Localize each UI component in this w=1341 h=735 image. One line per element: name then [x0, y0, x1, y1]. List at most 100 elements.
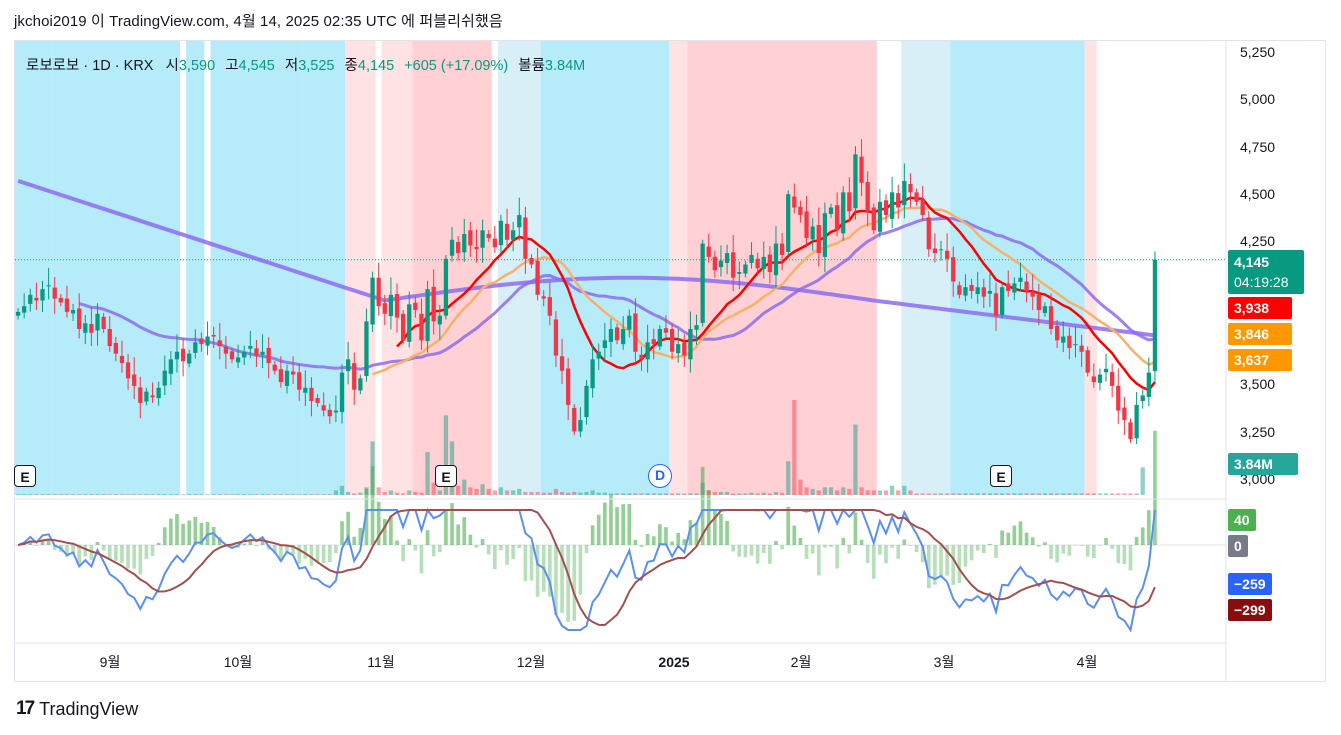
- earnings-event-icon[interactable]: E: [435, 465, 457, 487]
- macd-histogram-bar: [327, 545, 332, 562]
- macd-histogram-bar: [1079, 545, 1084, 546]
- candle-body: [327, 409, 332, 417]
- candle-body: [101, 316, 106, 329]
- candle-body: [77, 308, 82, 329]
- candle-body: [394, 294, 400, 318]
- macd-histogram-bar: [413, 545, 418, 551]
- macd-histogram-bar: [706, 490, 711, 545]
- macd-histogram-bar: [101, 545, 106, 551]
- candle-body: [559, 356, 565, 371]
- macd-histogram-bar: [1104, 537, 1108, 545]
- macd-hist-badge: 40: [1228, 509, 1256, 531]
- candle-body: [602, 340, 607, 348]
- macd-histogram-bar: [52, 545, 57, 551]
- macd-histogram-bar: [450, 503, 454, 545]
- candle-body: [95, 313, 100, 331]
- volume-bar: [327, 494, 332, 495]
- volume-bar: [816, 490, 821, 495]
- volume-bar: [119, 494, 125, 495]
- volume-bar: [767, 493, 773, 495]
- candle-body: [315, 398, 320, 403]
- volume-bar: [431, 482, 436, 495]
- macd-histogram-bar: [480, 538, 485, 545]
- volume-bar: [1036, 493, 1041, 495]
- time-tick-label: 2월: [791, 654, 812, 670]
- volume-bar: [1085, 493, 1090, 495]
- volume-bar: [1116, 493, 1121, 495]
- candle-body: [180, 348, 186, 362]
- symbol-name: 로보로보 · 1D · KRX: [26, 58, 154, 74]
- price-tick-label: 3,500: [1240, 376, 1275, 392]
- volume-bar: [352, 493, 357, 495]
- macd-histogram-bar: [1085, 545, 1090, 557]
- candle-body: [932, 248, 938, 254]
- volume-bar: [46, 494, 51, 495]
- volume-bar: [1134, 493, 1139, 495]
- volume-bar: [908, 490, 913, 495]
- countdown-value: 04:19:28: [1234, 274, 1289, 290]
- candle-body: [1030, 291, 1035, 297]
- volume-bar: [315, 494, 320, 495]
- earnings-event-icon[interactable]: E: [14, 465, 36, 487]
- tradingview-logo-icon: 17: [16, 698, 35, 719]
- macd-histogram-bar: [315, 545, 320, 563]
- candle-body: [767, 254, 773, 273]
- candle-body: [676, 344, 681, 354]
- brand-name: TradingView: [39, 698, 139, 719]
- volume-bar: [260, 494, 265, 495]
- volume-bar: [645, 493, 650, 495]
- ma-short-line: [372, 206, 1156, 376]
- volume-bar: [107, 494, 112, 495]
- low-value: 3,525: [298, 58, 335, 74]
- volume-bar: [28, 494, 33, 495]
- time-tick-label: 9월: [100, 654, 121, 670]
- background-band: [412, 41, 492, 495]
- candle-body: [712, 256, 717, 271]
- candle-body: [724, 253, 730, 263]
- macd-histogram-bar: [46, 539, 51, 545]
- candle-body: [883, 200, 889, 216]
- candle-body: [468, 230, 473, 246]
- volume-bar: [957, 493, 962, 495]
- macd-histogram-bar: [572, 545, 577, 621]
- macd-histogram-bar: [285, 545, 289, 552]
- volume-bar: [492, 490, 497, 495]
- dividend-event-icon[interactable]: D: [648, 464, 672, 488]
- macd-histogram-bar: [1146, 510, 1151, 545]
- volume-bar: [162, 494, 167, 495]
- candle-body: [211, 335, 216, 337]
- candle-body: [706, 246, 711, 257]
- volume-bar: [462, 479, 467, 495]
- tradingview-brand[interactable]: 17 TradingView: [16, 698, 138, 720]
- candle-body: [1103, 368, 1109, 373]
- volume-bar: [920, 493, 925, 495]
- volume-bar: [663, 493, 669, 495]
- price-tick-label: 4,500: [1240, 186, 1275, 202]
- background-band: [901, 41, 951, 495]
- volume-bar: [419, 492, 424, 495]
- macd-histogram-bar: [529, 545, 534, 581]
- candle-body: [608, 328, 614, 342]
- candle-body: [456, 242, 461, 254]
- volume-bar: [321, 494, 326, 495]
- candle-body: [1097, 374, 1103, 383]
- candle-body: [15, 311, 21, 316]
- macd-histogram-bar: [1134, 536, 1139, 545]
- candle-body: [58, 297, 63, 303]
- volume-bar: [865, 490, 870, 495]
- background-band: [1084, 41, 1097, 495]
- candle-body: [1110, 371, 1115, 386]
- volume-bar: [217, 494, 222, 495]
- volume-bar: [883, 490, 889, 495]
- macd-histogram-bar: [334, 545, 338, 554]
- macd-histogram-bar: [431, 545, 436, 557]
- time-tick-label: 10월: [224, 654, 252, 670]
- earnings-event-icon[interactable]: E: [990, 465, 1012, 487]
- candle-body: [223, 346, 229, 354]
- macd-histogram-bar: [248, 539, 253, 545]
- macd-histogram-bar: [83, 545, 88, 557]
- candle-body: [370, 277, 375, 325]
- candle-body: [1024, 281, 1029, 292]
- macd-histogram-bar: [291, 545, 295, 554]
